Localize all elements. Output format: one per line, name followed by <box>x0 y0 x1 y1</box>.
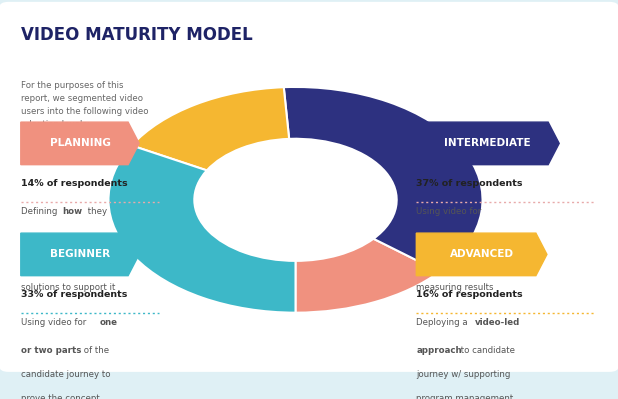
Text: or two parts: or two parts <box>21 346 81 355</box>
Text: several stages: several stages <box>417 235 487 244</box>
Text: Defining: Defining <box>21 207 60 216</box>
Text: candidate journey and: candidate journey and <box>21 259 118 268</box>
Text: journey w/ supporting: journey w/ supporting <box>417 370 510 379</box>
Text: of the: of the <box>81 346 109 355</box>
Text: BEGINNER: BEGINNER <box>50 249 110 259</box>
Polygon shape <box>417 122 559 165</box>
Text: program management: program management <box>417 394 514 399</box>
Text: how: how <box>62 207 83 216</box>
Text: PLANNING: PLANNING <box>49 138 111 148</box>
Text: Deploying a: Deploying a <box>417 318 471 327</box>
Text: solutions to support it: solutions to support it <box>21 283 115 292</box>
Polygon shape <box>21 233 139 276</box>
Text: of the: of the <box>488 235 516 244</box>
Text: one: one <box>99 318 117 327</box>
Text: candidate journey to: candidate journey to <box>21 370 110 379</box>
Text: Using video for: Using video for <box>417 207 481 216</box>
Text: video-led: video-led <box>475 318 520 327</box>
Text: INTERMEDIATE: INTERMEDIATE <box>444 138 531 148</box>
Polygon shape <box>21 122 139 165</box>
Text: 14% of respondents: 14% of respondents <box>21 180 127 188</box>
Text: prove the concept: prove the concept <box>21 394 99 399</box>
Text: For the purposes of this
report, we segmented video
users into the following vid: For the purposes of this report, we segm… <box>21 81 148 129</box>
Wedge shape <box>295 239 439 313</box>
Text: 37% of respondents: 37% of respondents <box>417 180 523 188</box>
Text: will use video in the: will use video in the <box>21 235 107 244</box>
Wedge shape <box>284 87 483 272</box>
Text: Using video for: Using video for <box>21 318 89 327</box>
FancyBboxPatch shape <box>0 2 618 372</box>
Text: ADVANCED: ADVANCED <box>450 249 514 259</box>
Text: 16% of respondents: 16% of respondents <box>417 290 523 300</box>
Wedge shape <box>132 87 289 170</box>
Text: 33% of respondents: 33% of respondents <box>21 290 127 300</box>
Text: approach: approach <box>417 346 462 355</box>
Wedge shape <box>109 146 295 313</box>
Text: they: they <box>85 207 107 216</box>
Text: to candidate: to candidate <box>458 346 515 355</box>
Text: candidate journey and: candidate journey and <box>417 259 514 268</box>
Polygon shape <box>417 233 547 276</box>
Text: VIDEO MATURITY MODEL: VIDEO MATURITY MODEL <box>21 26 253 44</box>
Text: measuring results: measuring results <box>417 283 494 292</box>
